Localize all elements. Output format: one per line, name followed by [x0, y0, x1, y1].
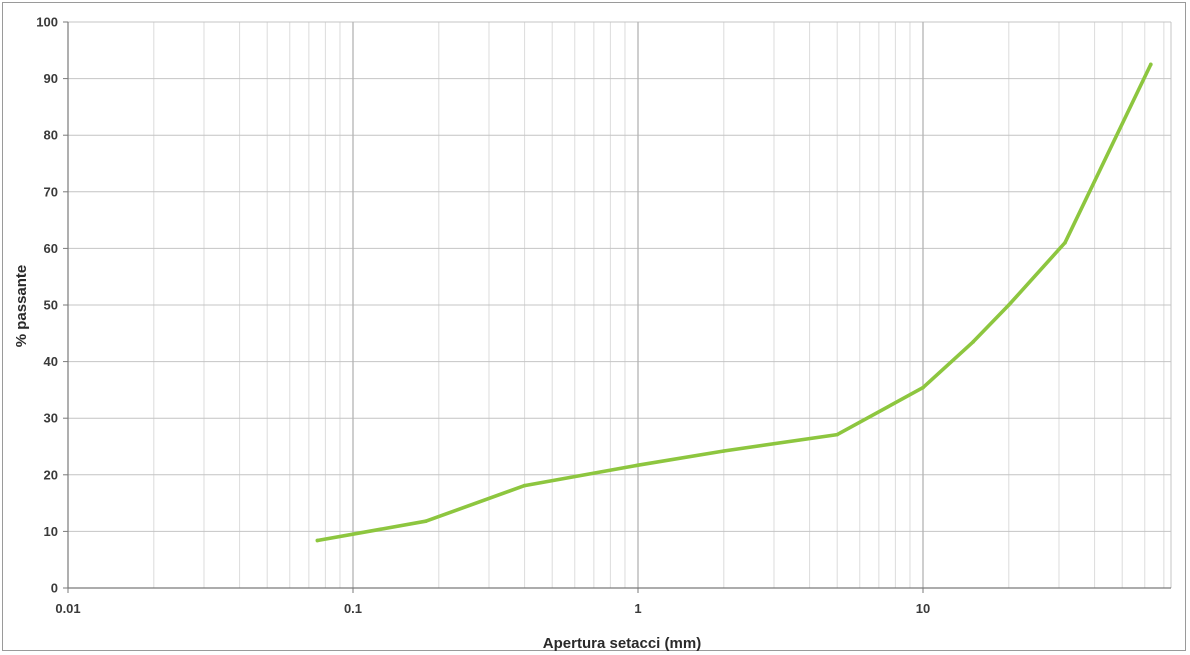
y-tick-label: 90	[44, 71, 58, 86]
y-tick-label: 40	[44, 354, 58, 369]
y-tick-label: 100	[36, 15, 58, 30]
x-tick-labels: 0.01 0.1 1 10	[55, 601, 930, 616]
data-point	[835, 432, 840, 437]
y-tick-label: 60	[44, 241, 58, 256]
data-point	[1149, 62, 1153, 67]
data-point	[423, 519, 428, 524]
data-point	[522, 483, 527, 488]
data-point	[1063, 240, 1067, 245]
y-tick-label: 10	[44, 524, 58, 539]
data-point	[1006, 303, 1011, 307]
data-point	[636, 463, 640, 467]
y-axis-title: % passante	[13, 265, 30, 348]
data-point	[971, 339, 975, 344]
x-axis-title: Apertura setacci (mm)	[543, 635, 701, 652]
x-tick-label: 1	[634, 601, 641, 616]
y-tick-label: 30	[44, 411, 58, 426]
y-tick-labels: 0 10 20 30 40 50 60 70 80 90 100	[36, 15, 58, 596]
x-tick-label: 0.1	[344, 601, 362, 616]
y-tick-label: 0	[51, 581, 58, 596]
data-point	[721, 449, 726, 453]
y-tick-label: 80	[44, 128, 58, 143]
y-tick-label: 50	[44, 298, 58, 313]
y-tick-label: 20	[44, 467, 58, 482]
data-series	[315, 62, 1153, 543]
x-tick-label: 10	[916, 601, 930, 616]
data-point	[315, 538, 320, 543]
major-gridlines	[68, 21, 1172, 589]
x-tick-label: 0.01	[55, 601, 80, 616]
data-point	[921, 385, 925, 390]
y-tick-label: 70	[44, 184, 58, 199]
plot-axes	[63, 21, 1171, 593]
series-line	[315, 62, 1153, 543]
